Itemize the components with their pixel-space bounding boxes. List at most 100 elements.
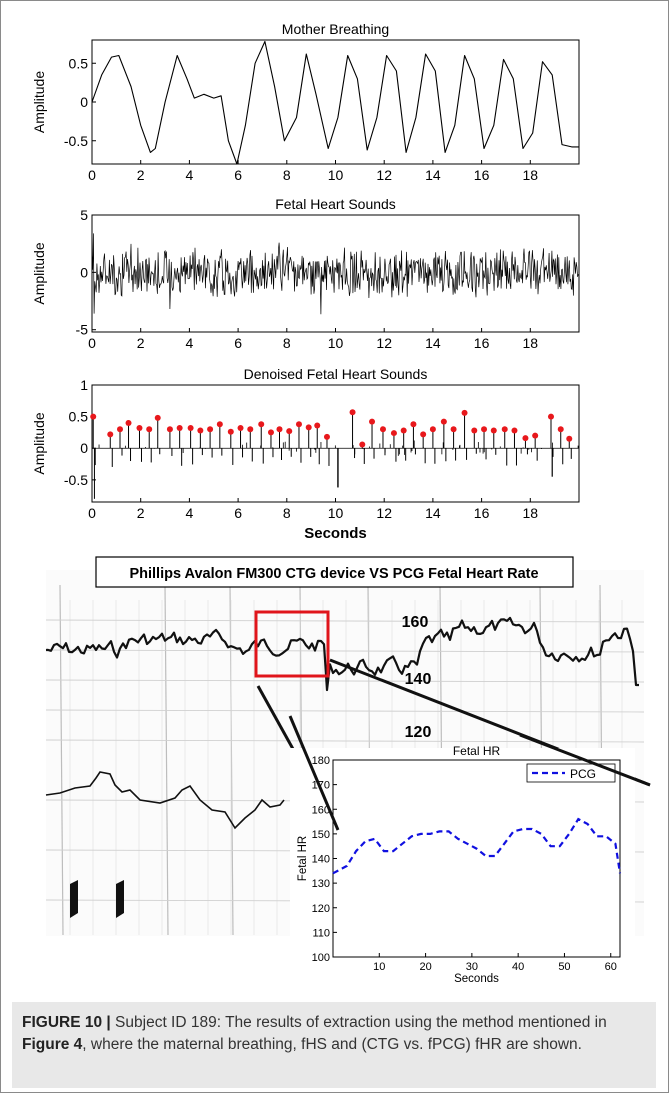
peak-marker: [420, 431, 427, 438]
x-tick-label: 0: [88, 167, 96, 183]
peak-marker: [429, 426, 436, 433]
y-tick-label: -0.5: [64, 472, 88, 488]
caption-text-b: , where the maternal breathing, fHS and …: [82, 1036, 582, 1053]
peak-marker: [390, 430, 397, 437]
peak-marker: [207, 426, 214, 433]
peak-marker: [323, 433, 330, 440]
legend-label: PCG: [570, 767, 596, 781]
x-tick-label: 8: [283, 167, 291, 183]
ctg-grid-major: [59, 584, 64, 936]
x-tick-label: 12: [376, 335, 392, 351]
ctg-fhr-trace: [45, 616, 639, 692]
peak-marker: [276, 426, 283, 433]
ctg-title: Phillips Avalon FM300 CTG device VS PCG …: [129, 566, 538, 582]
y-tick-label: -0.5: [64, 133, 88, 149]
y-axis-label-2: Amplitude: [31, 242, 47, 304]
x-tick-label: 2: [137, 167, 145, 183]
y-tick-label: -5: [76, 322, 89, 338]
chart-title-1: Mother Breathing: [282, 21, 389, 37]
y-axis-label-3: Amplitude: [31, 412, 47, 474]
y-tick-label: 0: [80, 94, 88, 110]
peak-marker: [117, 426, 124, 433]
ctg-grid-h: [45, 739, 645, 743]
y-tick-label: 5: [80, 207, 88, 223]
x-axis-label-3: Seconds: [304, 525, 367, 542]
x-tick-label: 14: [425, 335, 441, 351]
peak-marker: [125, 419, 132, 426]
x-tick-label: 4: [186, 505, 194, 521]
peak-marker: [267, 429, 274, 436]
x-tick-label: 16: [474, 505, 490, 521]
ctg-grid-h: [45, 619, 645, 623]
peak-marker: [379, 426, 386, 433]
peak-marker: [450, 426, 457, 433]
ctg-grid-major: [164, 584, 169, 936]
peak-marker: [216, 421, 223, 428]
ctg-label-140: 140: [405, 671, 432, 688]
peak-marker: [547, 413, 554, 420]
peak-marker: [237, 425, 244, 432]
zoom-line-left-overlay: [288, 715, 340, 831]
x-tick-label: 18: [523, 167, 539, 183]
peak-marker: [146, 426, 153, 433]
series-mother-breathing: [91, 40, 579, 165]
caption-text-a: Subject ID 189: The results of extractio…: [110, 1014, 607, 1031]
peak-marker: [501, 426, 508, 433]
x-tick-label: 14: [425, 167, 441, 183]
peak-marker: [566, 435, 573, 442]
peak-marker: [349, 409, 356, 416]
x-tick-label: 0: [88, 505, 96, 521]
y-tick-label: 0.5: [69, 55, 89, 71]
ctg-uc-trace: [45, 771, 285, 830]
x-tick-label: 8: [283, 505, 291, 521]
y-axis-label-1: Amplitude: [31, 71, 47, 133]
x-tick-label: 10: [328, 335, 344, 351]
peak-marker: [359, 441, 366, 448]
x-tick-label: 8: [283, 335, 291, 351]
y-tick-label: 160: [312, 804, 330, 816]
x-tick-label: 12: [376, 505, 392, 521]
x-tick-label: 16: [474, 167, 490, 183]
peak-marker: [369, 418, 376, 425]
peak-marker: [176, 425, 183, 432]
y-tick-label: 1: [80, 377, 88, 393]
peak-marker: [90, 413, 97, 420]
y-axis-label-5: Fetal HR: [297, 836, 309, 881]
x-tick-label: 6: [234, 505, 242, 521]
y-tick-label: 150: [312, 829, 330, 841]
x-tick-label: 2: [137, 505, 145, 521]
chart-title-3: Denoised Fetal Heart Sounds: [244, 366, 428, 382]
y-tick-label: 110: [312, 927, 330, 939]
y-tick-label: 100: [312, 952, 330, 964]
x-tick-label: 6: [234, 335, 242, 351]
x-tick-label: 60: [605, 961, 617, 973]
x-tick-label: 10: [373, 961, 385, 973]
peak-marker: [461, 409, 468, 416]
y-tick-label: 120: [312, 903, 330, 915]
x-tick-label: 4: [186, 335, 194, 351]
peak-marker: [400, 427, 407, 434]
peak-marker: [511, 427, 518, 434]
series-pcg: [332, 817, 622, 875]
peak-marker: [295, 421, 302, 428]
highlight-box: [254, 610, 330, 678]
peak-marker: [471, 427, 478, 434]
x-tick-label: 2: [137, 335, 145, 351]
ctg-marker: [116, 880, 124, 918]
x-tick-label: 16: [474, 335, 490, 351]
peak-marker: [166, 426, 173, 433]
y-tick-label: 0.5: [69, 409, 89, 425]
inset-background: [290, 748, 635, 988]
x-tick-label: 0: [88, 335, 96, 351]
x-tick-label: 6: [234, 167, 242, 183]
caption-label: FIGURE 10 |: [22, 1014, 111, 1031]
chart-title-2: Fetal Heart Sounds: [275, 196, 396, 212]
x-axis-label-5: Seconds: [454, 973, 499, 985]
ctg-label-160: 160: [402, 614, 429, 631]
series-fetal-heart-sounds: [91, 233, 579, 315]
ctg-grid-h: [45, 709, 645, 713]
x-tick-label: 10: [328, 167, 344, 183]
peak-marker: [532, 432, 539, 439]
